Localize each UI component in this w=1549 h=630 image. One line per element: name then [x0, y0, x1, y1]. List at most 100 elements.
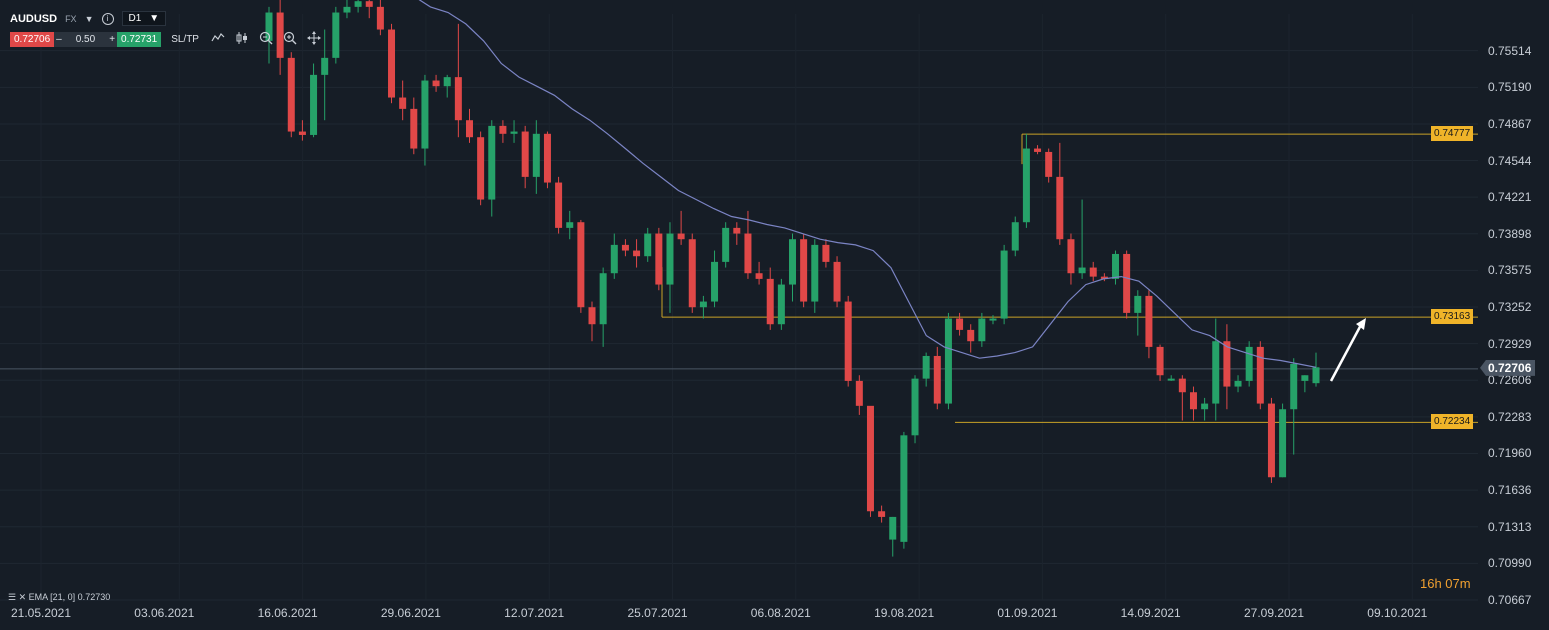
move-icon[interactable] [306, 31, 321, 48]
y-tick-label: 0.75190 [1488, 80, 1532, 95]
symbol-label[interactable]: AUDUSD [10, 12, 58, 25]
candle [644, 227, 652, 262]
close-icon[interactable]: ✕ [18, 592, 27, 602]
candle [298, 120, 306, 141]
y-tick-label: 0.74221 [1488, 190, 1532, 205]
candle [933, 346, 941, 410]
candle [1056, 142, 1064, 245]
y-tick-label: 0.70990 [1488, 556, 1532, 571]
candle [978, 312, 986, 347]
candle [1145, 290, 1153, 359]
timeframe-value: D1 [128, 13, 142, 24]
candle [711, 250, 719, 308]
market-label: FX [65, 13, 77, 24]
candle [588, 301, 596, 342]
candle [354, 0, 362, 13]
ema-line [418, 0, 1317, 368]
candle [321, 29, 329, 121]
candle [443, 74, 451, 98]
candle [1100, 273, 1108, 282]
buy-button[interactable]: 0.72731 [117, 32, 162, 47]
y-tick-label: 0.72606 [1488, 373, 1532, 388]
candle [744, 210, 752, 279]
y-tick-label: 0.72283 [1488, 409, 1532, 424]
sell-button[interactable]: 0.72706 [10, 32, 55, 47]
zoom-out-icon[interactable] [259, 31, 273, 48]
candlesticks [265, 0, 1320, 557]
y-tick-label: 0.73898 [1488, 226, 1532, 241]
info-icon[interactable]: i [101, 12, 114, 25]
candle [610, 233, 618, 279]
candle [1267, 397, 1275, 483]
candle [421, 74, 429, 166]
candle [866, 405, 874, 517]
line-chart-icon[interactable] [211, 31, 225, 48]
x-tick-label: 01.09.2021 [997, 606, 1058, 620]
quantity-stepper[interactable]: – 0.50 + [54, 32, 118, 47]
candle [566, 210, 574, 240]
candle [1312, 352, 1320, 387]
zoom-in-icon[interactable] [283, 31, 297, 48]
candle [1078, 199, 1086, 279]
candle [878, 505, 886, 523]
ema-legend[interactable]: ☰ ✕ EMA [21, 0] 0.72730 [8, 592, 110, 603]
candle [967, 324, 975, 353]
candle [1134, 290, 1142, 336]
candle [310, 63, 318, 138]
x-tick-label: 29.06.2021 [380, 606, 441, 620]
candle [1067, 233, 1075, 285]
x-tick-label: 16.06.2021 [257, 606, 318, 620]
candle [1178, 375, 1186, 421]
dropdown-caret-icon[interactable]: ▼ [84, 13, 94, 24]
candle [1112, 250, 1120, 285]
candle [287, 52, 295, 138]
candle [477, 131, 485, 206]
y-tick-label: 0.71636 [1488, 483, 1532, 498]
candle [777, 278, 785, 330]
candle [621, 239, 629, 257]
chevron-down-icon: ▼ [149, 13, 160, 24]
candle [989, 315, 997, 325]
candle [666, 222, 674, 313]
candle [1034, 145, 1042, 155]
timeframe-select[interactable]: D1 ▼ [121, 11, 167, 26]
x-tick-label: 19.08.2021 [874, 606, 935, 620]
candle [1245, 341, 1253, 387]
candle [332, 6, 340, 64]
arrow-up-icon [1329, 318, 1366, 382]
candle [766, 267, 774, 330]
candle [844, 295, 852, 387]
candle [1201, 397, 1209, 421]
candlestick-icon[interactable] [235, 31, 249, 48]
candle [499, 120, 507, 143]
candle [532, 120, 540, 194]
candle [454, 23, 462, 138]
candle [922, 352, 930, 387]
candle [789, 233, 796, 302]
y-tick-label: 0.70667 [1488, 593, 1532, 607]
candle [800, 233, 808, 308]
candle [521, 125, 529, 189]
candle [365, 0, 373, 19]
candle [900, 431, 908, 549]
candle [811, 239, 819, 313]
x-tick-label: 09.10.2021 [1367, 606, 1428, 620]
sltp-button[interactable]: SL/TP [171, 34, 199, 45]
quantity-value[interactable]: 0.50 [75, 34, 96, 45]
level-price-label: 0.72234 [1431, 414, 1474, 430]
candle [822, 239, 830, 268]
candle [276, 0, 284, 75]
candle [733, 222, 741, 245]
candle [399, 80, 407, 121]
candle [1212, 318, 1220, 421]
candle [699, 295, 707, 319]
candle [755, 261, 763, 285]
decrease-button[interactable]: – [56, 34, 62, 45]
menu-icon[interactable]: ☰ [8, 592, 17, 602]
increase-button[interactable]: + [109, 34, 116, 45]
candle [655, 227, 663, 291]
candle [722, 222, 730, 268]
candle [1279, 403, 1287, 478]
